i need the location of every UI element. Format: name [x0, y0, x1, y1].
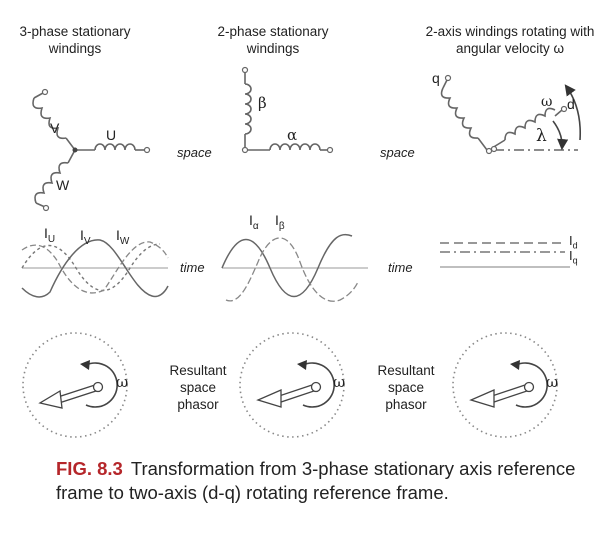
- time-label-1: time: [180, 260, 205, 275]
- two-phase-winding: [244, 72, 328, 151]
- label-lambda: λ: [536, 126, 547, 146]
- phasor-diagram-2: [239, 332, 345, 438]
- current-label-ibeta: Iβ: [275, 212, 285, 232]
- resultant-label-1: Resultant space phasor: [169, 363, 227, 412]
- label-beta: β: [258, 94, 267, 112]
- label-d: d: [567, 96, 575, 112]
- waveform-v: [21, 239, 169, 298]
- current-label-iu: IU: [44, 225, 56, 245]
- header-3phase: 3-phase stationary windings: [19, 24, 131, 56]
- current-label-iw: IW: [116, 227, 130, 247]
- space-label-2: space: [380, 145, 415, 160]
- current-label-ialpha: Iα: [249, 212, 259, 232]
- current-label-iq: Iq: [569, 248, 578, 266]
- space-label-1: space: [177, 145, 212, 160]
- terminal-beta-bottom: [241, 146, 249, 154]
- waveform-beta: [225, 237, 359, 302]
- figure-drawing: [21, 66, 582, 438]
- label-w: W: [56, 177, 70, 193]
- figure-number: FIG. 8.3: [56, 458, 123, 479]
- resultant-label-2: Resultant space phasor: [377, 363, 435, 412]
- terminal-dq-right: [490, 145, 498, 153]
- phasor-diagram-3: [452, 332, 558, 438]
- time-label-2: time: [388, 260, 413, 275]
- rotating-dq-winding: [440, 79, 563, 151]
- current-label-id: Id: [569, 233, 578, 251]
- three-phase-star-winding: [32, 92, 145, 208]
- terminal-u: [143, 146, 151, 154]
- terminal-w: [42, 204, 50, 212]
- label-v: V: [50, 120, 60, 136]
- star-center-node: [72, 147, 78, 153]
- waveform-w: [21, 241, 169, 294]
- label-u: U: [106, 127, 117, 143]
- terminal-beta-top: [241, 66, 249, 74]
- phasor-diagram-1: [22, 332, 128, 438]
- terminal-d: [560, 105, 568, 113]
- omega-rotation-arrow: [564, 84, 582, 141]
- lambda-angle-arc: [552, 120, 569, 151]
- header-rotating: 2-axis windings rotating with angular ve…: [425, 24, 595, 56]
- phasor-omega-1: ω: [116, 373, 129, 391]
- terminal-alpha: [326, 146, 334, 154]
- terminal-q: [444, 74, 452, 82]
- caption-text: Transformation from 3-phase stationary a…: [56, 458, 576, 503]
- current-label-iv: IV: [80, 227, 91, 247]
- label-q: q: [432, 70, 440, 86]
- waveform-u: [21, 243, 161, 292]
- terminal-v: [41, 88, 49, 96]
- figure-caption: FIG. 8.3 Transformation from 3-phase stat…: [56, 457, 576, 505]
- phasor-omega-2: ω: [333, 373, 346, 391]
- waveform-alpha: [221, 233, 353, 298]
- phasor-omega-3: ω: [546, 373, 559, 391]
- header-2phase: 2-phase stationary windings: [217, 24, 329, 56]
- label-alpha: α: [287, 126, 298, 144]
- terminal-dq-left: [485, 147, 493, 155]
- label-omega-top: ω: [541, 94, 553, 110]
